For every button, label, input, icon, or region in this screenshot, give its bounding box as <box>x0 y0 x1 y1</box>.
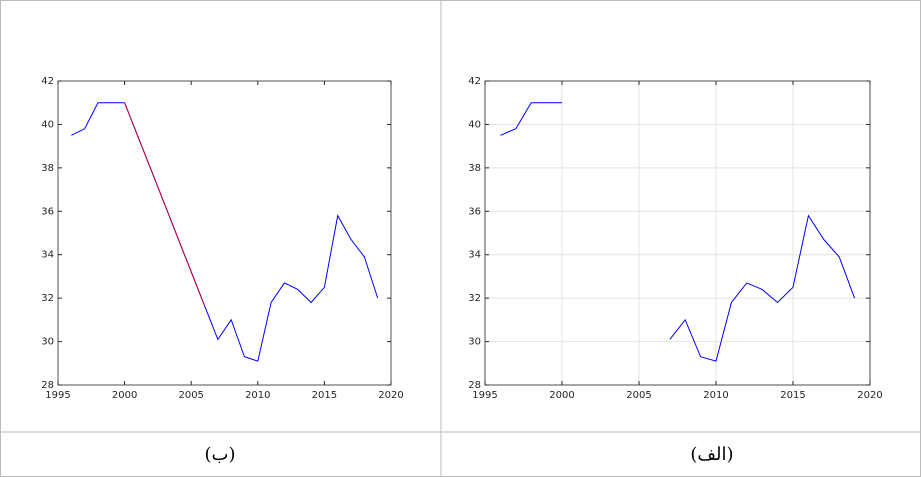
y-tick-label: 34 <box>41 250 54 261</box>
y-tick-label: 32 <box>41 293 54 304</box>
plot-area <box>58 81 391 385</box>
y-tick-label: 38 <box>468 163 481 174</box>
x-tick-label: 2020 <box>378 390 403 401</box>
y-tick-label: 34 <box>468 250 481 261</box>
y-tick-label: 36 <box>468 206 481 217</box>
x-tick-label: 2015 <box>312 390 337 401</box>
x-tick-label: 2015 <box>780 390 805 401</box>
x-tick-label: 2000 <box>549 390 574 401</box>
plot-area <box>485 81 870 385</box>
x-tick-label: 2005 <box>626 390 651 401</box>
x-tick-label: 2000 <box>112 390 137 401</box>
y-tick-label: 32 <box>468 293 481 304</box>
y-tick-label: 42 <box>41 76 54 87</box>
x-tick-label: 2010 <box>245 390 270 401</box>
y-tick-label: 36 <box>41 206 54 217</box>
x-tick-label: 2005 <box>178 390 203 401</box>
caption: (الف) <box>690 444 733 465</box>
caption: (ب) <box>205 444 236 465</box>
y-tick-label: 38 <box>41 163 54 174</box>
x-tick-label: 1995 <box>472 390 497 401</box>
y-tick-label: 42 <box>468 76 481 87</box>
x-tick-label: 1995 <box>45 390 70 401</box>
x-tick-label: 2010 <box>703 390 728 401</box>
figure: 2830323436384042199520002005201020152020… <box>0 0 921 477</box>
x-tick-label: 2020 <box>857 390 882 401</box>
y-tick-label: 30 <box>41 337 54 348</box>
y-tick-label: 40 <box>41 119 54 130</box>
y-tick-label: 30 <box>468 337 481 348</box>
y-tick-label: 40 <box>468 119 481 130</box>
